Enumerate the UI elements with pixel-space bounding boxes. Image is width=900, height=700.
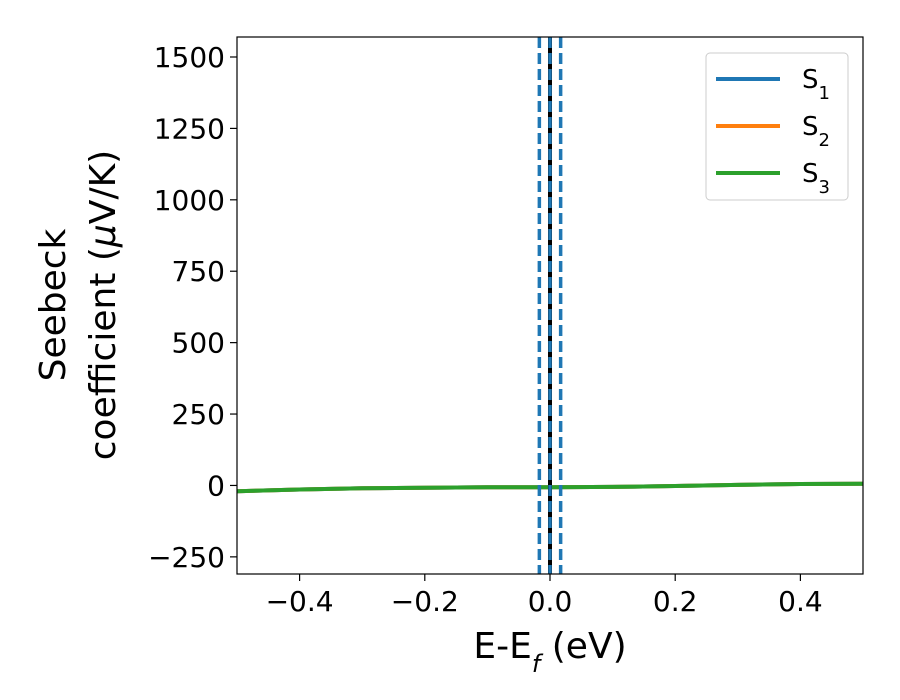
x-tick-label: −0.2	[391, 585, 459, 618]
y-tick-label: 0	[207, 469, 225, 502]
y-axis-label-unit: V/K)	[83, 150, 124, 224]
legend: S1 S2 S3	[705, 52, 849, 201]
y-tick-label: −250	[148, 541, 225, 574]
x-axis-title: E-Ef (eV)	[473, 626, 626, 678]
ticks-layer: −0.4 −0.2 0.0 0.2 0.4 −250 0 250 500 750 1000 1250 1…	[148, 41, 823, 618]
y-tick-label: 500	[172, 327, 225, 360]
legend-label: S1	[802, 65, 830, 104]
y-axis-title: Seebeck coefficient (μV/K)	[33, 150, 124, 460]
y-axis-title-line1: Seebeck	[33, 228, 74, 381]
y-tick-label: 1500	[154, 41, 225, 74]
plot-frame	[236, 36, 864, 575]
x-tick-label: 0.2	[653, 585, 698, 618]
x-tick-label: 0.4	[778, 585, 823, 618]
legend-label: S2	[802, 112, 830, 151]
plot-area	[237, 37, 863, 574]
x-axis-label-unit: (eV)	[540, 626, 626, 667]
x-tick-label: 0.0	[528, 585, 573, 618]
y-tick-label: 250	[172, 398, 225, 431]
y-axis-label-mu: μ	[83, 224, 124, 248]
y-axis-title-line2: coefficient (μV/K)	[83, 150, 124, 460]
y-tick-label: 1000	[154, 184, 225, 217]
plot-content	[237, 37, 863, 574]
x-tick-label: −0.4	[266, 585, 334, 618]
y-tick-label: 750	[172, 255, 225, 288]
y-tick-label: 1250	[154, 112, 225, 145]
x-axis-label: E-E	[473, 626, 531, 667]
y-axis-label-prefix: coefficient (	[83, 247, 124, 460]
legend-label: S3	[802, 159, 830, 198]
